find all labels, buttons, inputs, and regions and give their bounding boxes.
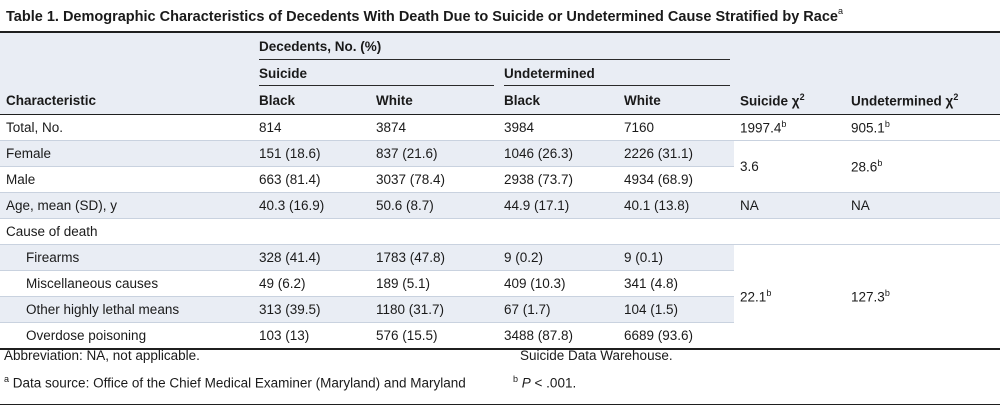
row-label: Other highly lethal means: [0, 296, 253, 323]
demographics-table: Decedents, No. (%) Suicide Undetermined …: [0, 33, 1000, 350]
row-label: Male: [6, 172, 36, 187]
cell: 44.9 (17.1): [498, 192, 618, 219]
footnote-a-continued: Suicide Data Warehouse.: [520, 348, 673, 363]
cell: 837 (21.6): [370, 140, 498, 167]
cell: 814: [259, 120, 282, 135]
cell: 189 (5.1): [376, 276, 431, 291]
undetermined-white-header: White: [618, 86, 735, 115]
row-label: Miscellaneous causes: [26, 276, 159, 291]
cell: 313 (39.5): [253, 296, 370, 323]
row-label: Age, mean (SD), y: [0, 192, 253, 219]
cell: 3874: [376, 120, 407, 135]
cell: 7160: [624, 120, 655, 135]
chi-cell: NA: [845, 192, 1000, 219]
table-title-text: Table 1. Demographic Characteristics of …: [6, 8, 838, 25]
cell: 40.1 (13.8): [618, 192, 735, 219]
cell: 3037 (78.4): [376, 172, 446, 187]
footnote-a: a Data source: Office of the Chief Medic…: [4, 374, 466, 391]
cell: 9 (0.1): [618, 244, 735, 271]
cell: 67 (1.7): [498, 296, 618, 323]
table-row: Firearms 328 (41.4) 1783 (47.8) 9 (0.2) …: [0, 244, 1000, 305]
chi-cell: 22.1b: [740, 288, 772, 305]
chi-cell: 127.3b: [851, 288, 890, 305]
table-row: Male 663 (81.4) 3037 (78.4) 2938 (73.7) …: [0, 167, 1000, 193]
cell: 6689 (93.6): [624, 328, 694, 343]
row-label: Cause of death: [6, 224, 98, 239]
cell: 2938 (73.7): [504, 172, 574, 187]
title-footnote-marker: a: [837, 6, 843, 16]
table-row: Overdose poisoning 103 (13) 576 (15.5) 3…: [0, 323, 1000, 349]
row-label: Female: [0, 140, 253, 167]
chi-cell: 905.1b: [851, 119, 890, 136]
table-row: Total, No. 814 3874 3984 7160 1997.4b 90…: [0, 115, 1000, 141]
chi-cell: 1997.4b: [740, 119, 787, 136]
abbreviation-note: Abbreviation: NA, not applicable.: [4, 348, 200, 363]
chi-cell: NA: [734, 192, 846, 219]
suicide-chi-header: Suicide χ2: [734, 86, 846, 115]
cell: 50.6 (8.7): [370, 192, 498, 219]
suicide-white-header: White: [370, 86, 498, 115]
cell: 576 (15.5): [376, 328, 438, 343]
cell: 3488 (87.8): [504, 328, 574, 343]
undetermined-chi-header: Undetermined χ2: [845, 86, 1000, 115]
undetermined-header: Undetermined: [498, 60, 734, 86]
table-row: Age, mean (SD), y 40.3 (16.9) 50.6 (8.7)…: [0, 192, 1000, 219]
cell: 1046 (26.3): [498, 140, 618, 167]
suicide-black-header: Black: [253, 86, 370, 115]
table-row: Miscellaneous causes 49 (6.2) 189 (5.1) …: [0, 271, 1000, 297]
cell: 663 (81.4): [259, 172, 321, 187]
cell: 103 (13): [259, 328, 310, 343]
cell: 9 (0.2): [498, 244, 618, 271]
table-row: Other highly lethal means 313 (39.5) 118…: [0, 296, 1000, 323]
table-header: Decedents, No. (%) Suicide Undetermined …: [0, 33, 1000, 115]
cell: 1783 (47.8): [370, 244, 498, 271]
chi-cell: 3.6: [740, 159, 759, 174]
bottom-rule: [0, 404, 1000, 405]
cell: 40.3 (16.9): [253, 192, 370, 219]
table-row: Cause of death: [0, 219, 1000, 245]
cell: 341 (4.8): [624, 276, 679, 291]
table-row: Female 151 (18.6) 837 (21.6) 1046 (26.3)…: [0, 140, 1000, 175]
row-label: Firearms: [0, 244, 253, 271]
chi-cell: 28.6b: [851, 158, 883, 175]
characteristic-header: Characteristic: [0, 86, 253, 115]
row-label: Total, No.: [6, 120, 64, 135]
suicide-header: Suicide: [253, 60, 498, 86]
decedents-header: Decedents, No. (%): [253, 33, 734, 60]
cell: 151 (18.6): [253, 140, 370, 167]
footnote-b: b P < .001.: [513, 374, 577, 391]
cell: 3984: [504, 120, 535, 135]
table-title: Table 1. Demographic Characteristics of …: [0, 0, 1000, 33]
undetermined-black-header: Black: [498, 86, 618, 115]
cell: 104 (1.5): [618, 296, 735, 323]
cell: 49 (6.2): [259, 276, 306, 291]
row-label: Overdose poisoning: [26, 328, 147, 343]
cell: 4934 (68.9): [624, 172, 694, 187]
cell: 328 (41.4): [253, 244, 370, 271]
cell: 2226 (31.1): [618, 140, 735, 167]
cell: 409 (10.3): [504, 276, 566, 291]
cell: 1180 (31.7): [370, 296, 498, 323]
